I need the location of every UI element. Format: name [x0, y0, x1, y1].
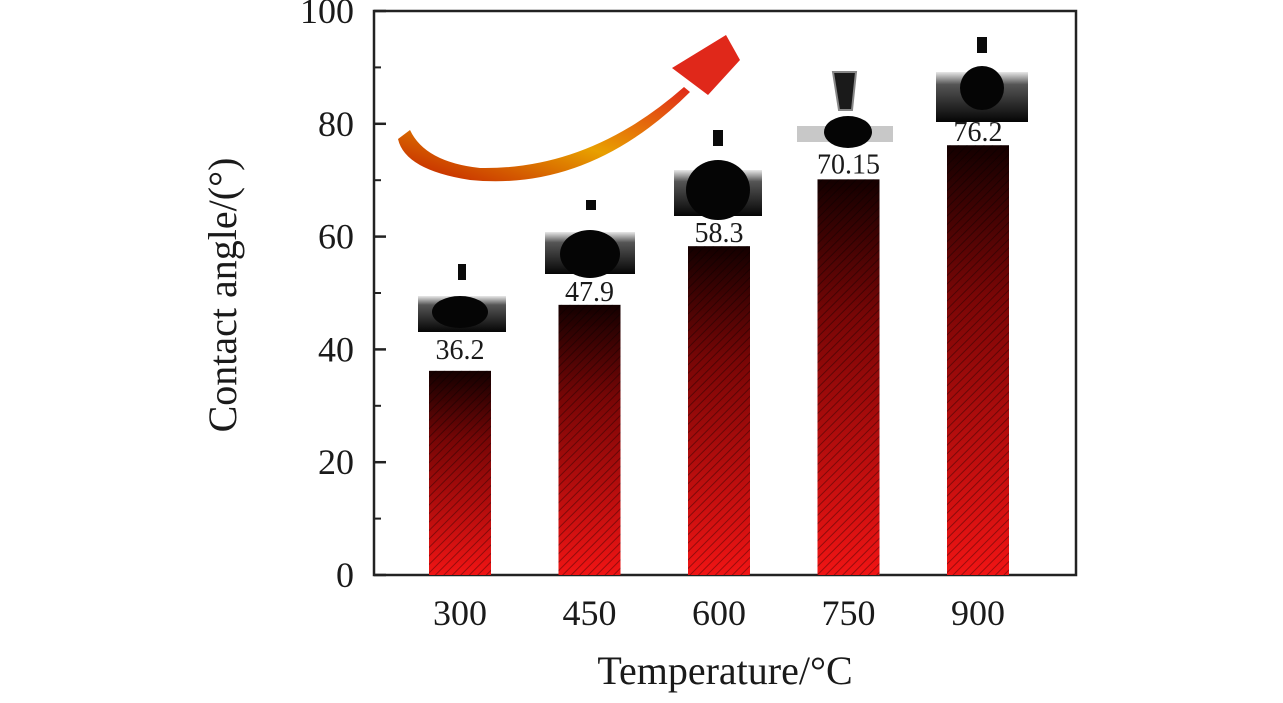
x-tick-label-600: 600: [692, 593, 746, 633]
droplet-image-900: [936, 37, 1028, 122]
y-tick-label-0: 0: [336, 555, 354, 595]
bar-hatch-750: [817, 179, 880, 575]
droplet-image-450: [545, 200, 635, 278]
y-tick-label-20: 20: [318, 442, 354, 482]
bar-hatch-600: [688, 246, 750, 576]
y-tick-label-80: 80: [318, 104, 354, 144]
y-tick-label-40: 40: [318, 329, 354, 369]
droplet-image-300: [418, 264, 506, 332]
trend-arrow-icon: [398, 35, 740, 182]
x-tick-label-900: 900: [951, 593, 1005, 633]
bar-value-label-750: 70.15: [817, 149, 880, 180]
bar-value-label-600: 58.3: [695, 218, 744, 249]
droplet-image-600: [674, 130, 762, 220]
droplet-insets: [418, 37, 1028, 332]
bar-value-label-450: 47.9: [565, 277, 614, 308]
x-tick-label-450: 450: [563, 593, 617, 633]
droplet-image-750: [797, 71, 893, 148]
y-tick-label-100: 100: [300, 0, 354, 31]
bar-value-label-300: 36.2: [436, 335, 485, 366]
y-axis-title: Contact angle/(°): [200, 158, 245, 433]
y-axis: 0 20 40 60 80 100: [300, 0, 386, 595]
bar-hatch-300: [429, 370, 491, 575]
bar-series: [429, 145, 1009, 576]
x-axis: 300 450 600 750 900: [433, 563, 1005, 633]
bar-value-label-900: 76.2: [954, 117, 1003, 148]
bar-hatch-450: [558, 304, 621, 575]
x-tick-label-750: 750: [822, 593, 876, 633]
bar-value-labels: 36.2 47.9 58.3 70.15 76.2: [436, 117, 1003, 366]
x-axis-title: Temperature/°C: [597, 648, 852, 693]
x-tick-label-300: 300: [433, 593, 487, 633]
y-tick-label-60: 60: [318, 217, 354, 257]
bar-hatch-900: [947, 145, 1009, 575]
